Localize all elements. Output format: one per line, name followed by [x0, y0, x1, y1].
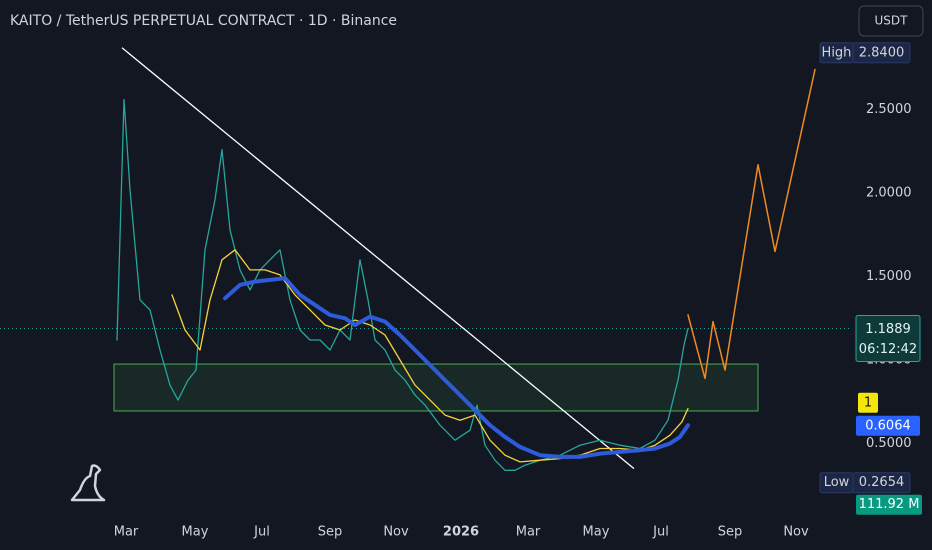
y-tick-label: 2.0000	[866, 186, 912, 201]
high-value-text: 2.8400	[859, 45, 905, 60]
ma-label-text: 1	[864, 395, 872, 410]
volume-text: 111.92 M	[859, 497, 920, 512]
x-tick-label: Mar	[516, 525, 541, 540]
y-tick-label: 2.5000	[866, 102, 912, 117]
series-line	[171, 249, 689, 463]
currency-label[interactable]: USDT	[875, 14, 909, 28]
x-tick-label: May	[182, 525, 209, 540]
x-tick-label: Sep	[718, 525, 743, 540]
low-value-box	[852, 472, 911, 494]
low-label-text: Low	[824, 475, 850, 490]
y-tick-label: 0.5000	[866, 436, 912, 451]
y-tick-label: 1.5000	[866, 269, 912, 284]
x-tick-label: May	[583, 525, 610, 540]
last-price-box	[855, 314, 921, 362]
series-line	[116, 98, 689, 471]
ma-value-text: 0.6064	[865, 418, 911, 433]
countdown-text: 06:12:42	[859, 342, 917, 357]
high-value-box	[852, 42, 911, 64]
ma-label-box	[858, 392, 878, 413]
last-price-text: 1.1889	[865, 322, 911, 337]
x-tick-label: Nov	[783, 525, 809, 540]
x-tick-label: Nov	[383, 525, 409, 540]
logo-dino	[70, 464, 106, 502]
high-label-text: High	[822, 45, 852, 60]
currency-button[interactable]	[858, 5, 924, 37]
x-tick-label: Sep	[318, 525, 343, 540]
logo	[70, 464, 106, 502]
x-tick-label: Mar	[114, 525, 139, 540]
series-line	[223, 276, 690, 459]
chart-title: KAITO / TetherUS PERPETUAL CONTRACT · 1D…	[10, 13, 397, 29]
ma-value-box	[856, 415, 920, 436]
series-line	[687, 68, 816, 380]
x-tick-label: 2026	[443, 525, 479, 540]
x-tick-label: Jul	[253, 525, 270, 540]
volume-box	[856, 494, 922, 515]
x-tick-label: Jul	[652, 525, 669, 540]
trendline	[121, 47, 635, 470]
low-value-text: 0.2654	[859, 475, 905, 490]
